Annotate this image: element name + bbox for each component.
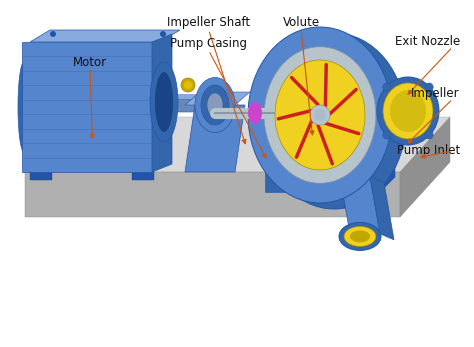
Ellipse shape (248, 102, 262, 124)
Polygon shape (380, 152, 395, 192)
Circle shape (361, 158, 369, 166)
Polygon shape (30, 168, 52, 180)
Circle shape (314, 109, 326, 121)
Text: Motor: Motor (73, 56, 107, 69)
Ellipse shape (390, 90, 426, 132)
Polygon shape (185, 105, 245, 172)
Ellipse shape (155, 72, 173, 132)
Text: Volute: Volute (283, 16, 319, 29)
Ellipse shape (18, 62, 30, 152)
Polygon shape (134, 161, 162, 169)
Polygon shape (185, 92, 250, 105)
Ellipse shape (350, 230, 370, 243)
Polygon shape (265, 152, 395, 172)
Circle shape (160, 31, 166, 37)
Ellipse shape (383, 83, 433, 139)
Circle shape (383, 131, 391, 139)
Circle shape (50, 31, 56, 37)
Text: Impeller: Impeller (411, 87, 460, 100)
Circle shape (184, 81, 192, 89)
Polygon shape (132, 168, 154, 180)
Ellipse shape (339, 222, 381, 251)
Circle shape (425, 83, 433, 91)
Circle shape (306, 158, 314, 166)
Circle shape (310, 105, 330, 125)
Polygon shape (340, 177, 380, 234)
Ellipse shape (262, 33, 406, 209)
Polygon shape (22, 42, 152, 172)
Polygon shape (265, 172, 380, 192)
Polygon shape (152, 34, 172, 172)
Circle shape (331, 158, 339, 166)
Polygon shape (32, 161, 60, 169)
Text: Exit Nozzle: Exit Nozzle (394, 35, 460, 48)
Polygon shape (400, 117, 450, 217)
Circle shape (181, 78, 195, 92)
Polygon shape (280, 53, 360, 71)
Ellipse shape (248, 27, 392, 203)
Ellipse shape (275, 60, 365, 170)
Polygon shape (25, 172, 400, 217)
Ellipse shape (344, 227, 376, 246)
Ellipse shape (264, 47, 376, 183)
Ellipse shape (195, 77, 235, 133)
Text: Pump Inlet: Pump Inlet (397, 144, 460, 158)
Ellipse shape (207, 93, 223, 117)
Ellipse shape (377, 77, 439, 145)
Text: Pump Casing: Pump Casing (170, 37, 247, 50)
Ellipse shape (201, 85, 229, 125)
Polygon shape (370, 177, 394, 240)
Circle shape (425, 131, 433, 139)
Polygon shape (30, 30, 180, 42)
Polygon shape (280, 71, 350, 88)
Circle shape (281, 158, 289, 166)
Ellipse shape (150, 62, 178, 142)
Circle shape (383, 83, 391, 91)
Text: Impeller Shaft: Impeller Shaft (167, 16, 250, 29)
Polygon shape (170, 94, 232, 99)
Polygon shape (170, 99, 235, 112)
Polygon shape (25, 117, 450, 172)
